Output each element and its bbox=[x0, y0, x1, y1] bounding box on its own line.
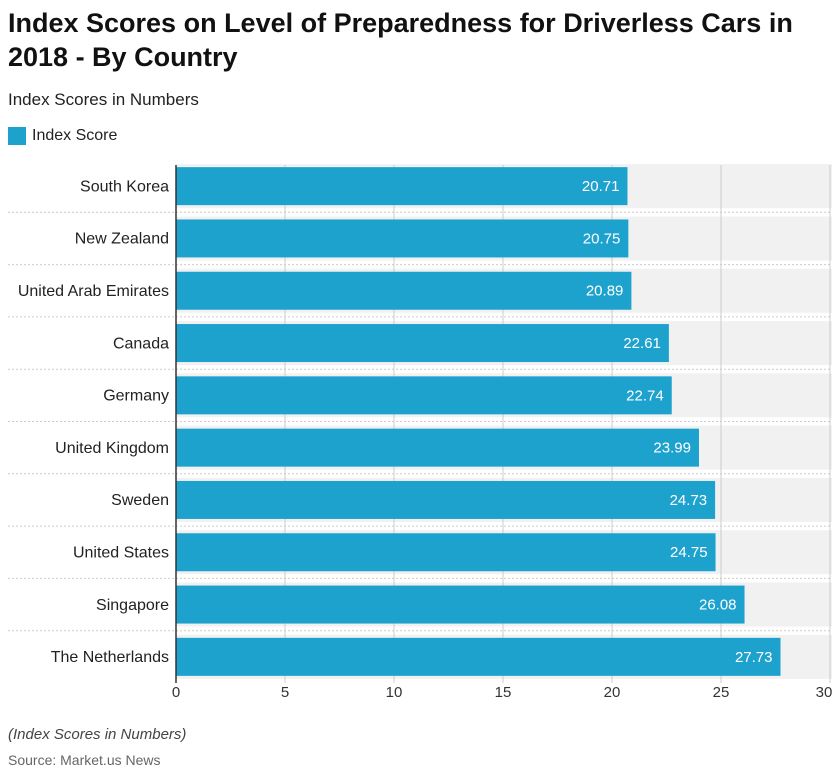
value-label: 24.73 bbox=[670, 492, 708, 509]
y-tick-label: Sweden bbox=[111, 492, 169, 509]
value-label: 20.75 bbox=[583, 230, 621, 247]
bar bbox=[176, 533, 716, 572]
legend-swatch bbox=[8, 127, 26, 145]
x-tick-label: 25 bbox=[713, 684, 730, 701]
y-tick-label: Germany bbox=[103, 388, 169, 405]
bar bbox=[176, 428, 699, 467]
bar bbox=[176, 637, 781, 676]
value-label: 20.89 bbox=[586, 283, 624, 300]
legend-label: Index Score bbox=[32, 127, 118, 144]
bar bbox=[176, 376, 672, 415]
value-label: 24.75 bbox=[670, 544, 708, 561]
y-tick-label: Singapore bbox=[96, 597, 169, 614]
x-tick-label: 30 bbox=[816, 684, 833, 701]
bar bbox=[176, 480, 716, 519]
value-label: 27.73 bbox=[735, 649, 773, 666]
legend: Index Score bbox=[8, 127, 117, 145]
y-tick-label: United Arab Emirates bbox=[18, 283, 169, 300]
x-tick-label: 15 bbox=[495, 684, 512, 701]
bar bbox=[176, 585, 745, 624]
y-tick-label: New Zealand bbox=[75, 231, 169, 248]
bar bbox=[176, 271, 632, 310]
chart-subtitle: Index Scores in Numbers bbox=[8, 90, 199, 109]
y-tick-label: United Kingdom bbox=[55, 440, 169, 457]
y-tick-label: Canada bbox=[113, 335, 169, 352]
y-tick-label: South Korea bbox=[80, 178, 169, 195]
chart-title: Index Scores on Level of Preparedness fo… bbox=[8, 8, 793, 72]
value-label: 20.71 bbox=[582, 178, 620, 195]
y-tick-label: The Netherlands bbox=[51, 649, 169, 666]
note: (Index Scores in Numbers) bbox=[8, 726, 187, 743]
source: Source: Market.us News bbox=[8, 752, 161, 768]
value-label: 23.99 bbox=[653, 440, 691, 457]
value-label: 26.08 bbox=[699, 597, 737, 614]
x-tick-label: 0 bbox=[172, 684, 180, 701]
bar bbox=[176, 324, 669, 363]
x-tick-label: 5 bbox=[281, 684, 289, 701]
bar bbox=[176, 167, 628, 206]
value-label: 22.74 bbox=[626, 387, 664, 404]
value-label: 22.61 bbox=[623, 335, 661, 352]
bar bbox=[176, 219, 629, 258]
y-tick-label: United States bbox=[73, 544, 169, 561]
x-tick-label: 20 bbox=[604, 684, 621, 701]
x-tick-label: 10 bbox=[386, 684, 403, 701]
